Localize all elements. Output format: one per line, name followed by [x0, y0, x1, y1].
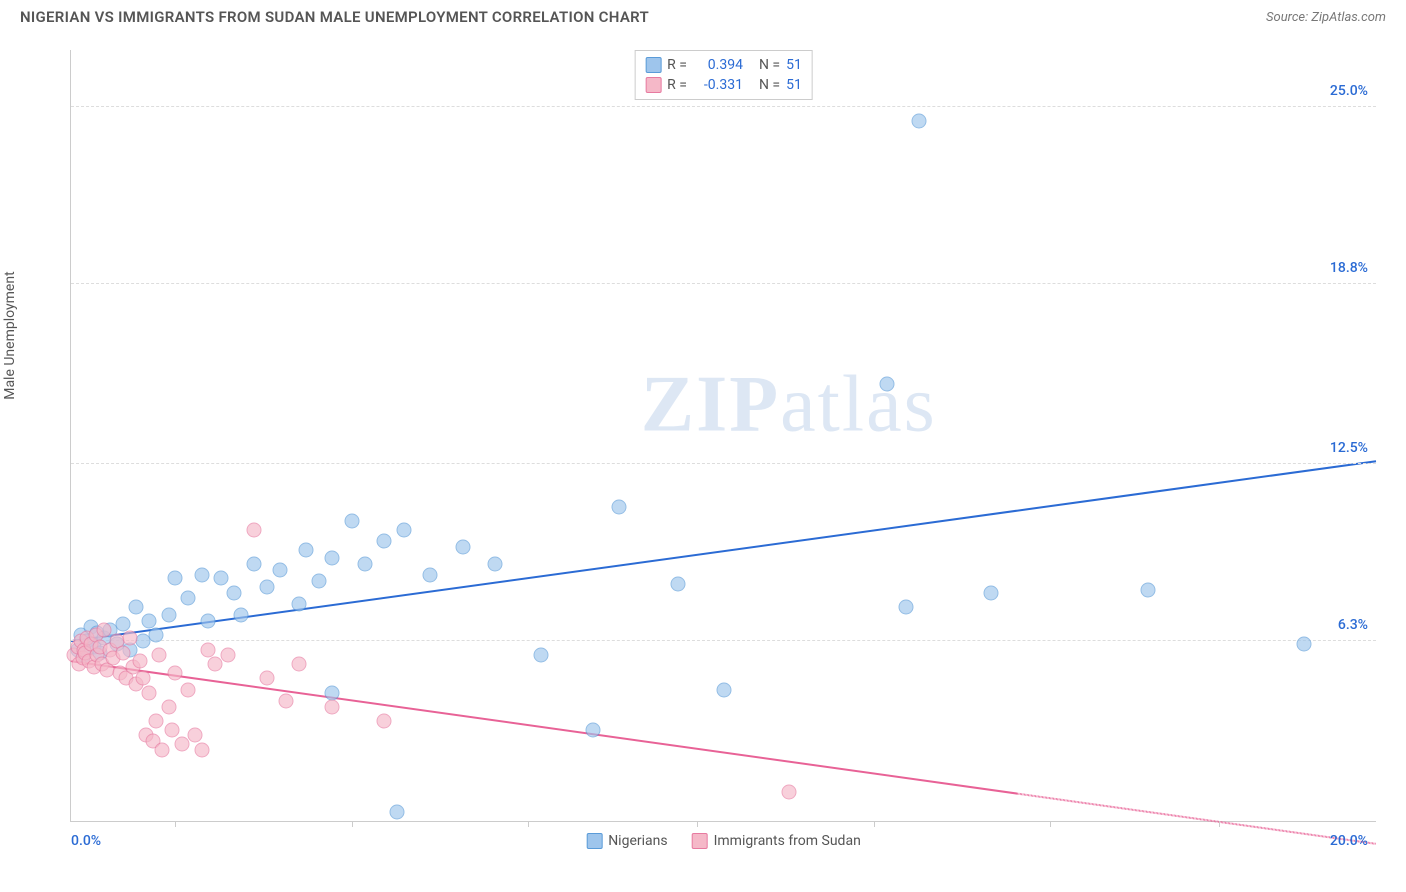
- x-tick: [874, 821, 875, 827]
- data-point: [396, 522, 411, 537]
- data-point: [161, 608, 176, 623]
- data-point: [325, 699, 340, 714]
- data-point: [165, 722, 180, 737]
- y-tick-label: 25.0%: [1330, 83, 1368, 99]
- data-point: [325, 551, 340, 566]
- plot-area: ZIPatlas R =0.394N =51R =-0.331N =51 Nig…: [70, 50, 1376, 822]
- data-point: [488, 557, 503, 572]
- data-point: [533, 648, 548, 663]
- gridline: [71, 106, 1376, 107]
- data-point: [325, 685, 340, 700]
- data-point: [227, 585, 242, 600]
- data-point: [246, 522, 261, 537]
- y-tick-label: 18.8%: [1330, 260, 1368, 276]
- data-point: [96, 622, 111, 637]
- y-axis-label: Male Unemployment: [2, 271, 18, 399]
- data-point: [259, 671, 274, 686]
- data-point: [132, 654, 147, 669]
- data-point: [181, 591, 196, 606]
- data-point: [292, 596, 307, 611]
- data-point: [899, 599, 914, 614]
- data-point: [390, 805, 405, 820]
- data-point: [279, 694, 294, 709]
- legend-swatch: [586, 833, 602, 849]
- data-point: [233, 608, 248, 623]
- x-tick: [1219, 821, 1220, 827]
- data-point: [122, 631, 137, 646]
- data-point: [201, 614, 216, 629]
- x-tick: [1050, 821, 1051, 827]
- x-tick: [352, 821, 353, 827]
- data-point: [142, 685, 157, 700]
- data-point: [148, 628, 163, 643]
- data-point: [207, 656, 222, 671]
- stats-legend: R =0.394N =51R =-0.331N =51: [634, 50, 813, 100]
- data-point: [357, 557, 372, 572]
- chart-title: NIGERIAN VS IMMIGRANTS FROM SUDAN MALE U…: [20, 8, 649, 26]
- data-point: [781, 785, 796, 800]
- stats-row: R =-0.331N =51: [645, 75, 802, 95]
- x-axis-max-label: 20.0%: [1330, 833, 1368, 849]
- data-point: [298, 542, 313, 557]
- data-point: [1297, 636, 1312, 651]
- x-tick: [175, 821, 176, 827]
- y-tick-label: 12.5%: [1330, 440, 1368, 456]
- data-point: [194, 568, 209, 583]
- data-point: [422, 568, 437, 583]
- x-axis-min-label: 0.0%: [71, 833, 101, 849]
- data-point: [152, 648, 167, 663]
- data-point: [292, 656, 307, 671]
- data-point: [201, 642, 216, 657]
- data-point: [879, 377, 894, 392]
- gridline: [71, 640, 1376, 641]
- data-point: [670, 577, 685, 592]
- data-point: [174, 736, 189, 751]
- data-point: [311, 574, 326, 589]
- data-point: [214, 571, 229, 586]
- legend-swatch: [645, 57, 661, 73]
- series-legend: Nigerians Immigrants from Sudan: [586, 833, 861, 849]
- data-point: [142, 614, 157, 629]
- stats-row: R =0.394N =51: [645, 55, 802, 75]
- data-point: [586, 722, 601, 737]
- gridline: [71, 463, 1376, 464]
- chart-container: Male Unemployment ZIPatlas R =0.394N =51…: [20, 40, 1386, 872]
- data-point: [259, 579, 274, 594]
- data-point: [984, 585, 999, 600]
- data-point: [1140, 582, 1155, 597]
- watermark-text: ZIPatlas: [641, 359, 937, 450]
- data-point: [161, 699, 176, 714]
- data-point: [187, 728, 202, 743]
- data-point: [168, 571, 183, 586]
- data-point: [181, 682, 196, 697]
- data-point: [246, 557, 261, 572]
- data-point: [344, 514, 359, 529]
- data-point: [716, 682, 731, 697]
- data-point: [116, 616, 131, 631]
- data-point: [377, 714, 392, 729]
- data-point: [912, 114, 927, 129]
- data-point: [455, 539, 470, 554]
- source-label: Source: ZipAtlas.com: [1266, 10, 1386, 25]
- data-point: [116, 645, 131, 660]
- x-tick: [697, 821, 698, 827]
- data-point: [612, 499, 627, 514]
- data-point: [168, 665, 183, 680]
- y-tick-label: 6.3%: [1338, 617, 1368, 633]
- legend-swatch: [692, 833, 708, 849]
- legend-item: Nigerians: [586, 833, 667, 849]
- data-point: [194, 742, 209, 757]
- data-point: [135, 671, 150, 686]
- data-point: [377, 534, 392, 549]
- gridline: [71, 283, 1376, 284]
- data-point: [220, 648, 235, 663]
- legend-swatch: [645, 77, 661, 93]
- data-point: [148, 714, 163, 729]
- trend-lines: [71, 50, 1376, 821]
- data-point: [272, 562, 287, 577]
- data-point: [155, 742, 170, 757]
- legend-item: Immigrants from Sudan: [692, 833, 861, 849]
- data-point: [129, 599, 144, 614]
- x-tick: [528, 821, 529, 827]
